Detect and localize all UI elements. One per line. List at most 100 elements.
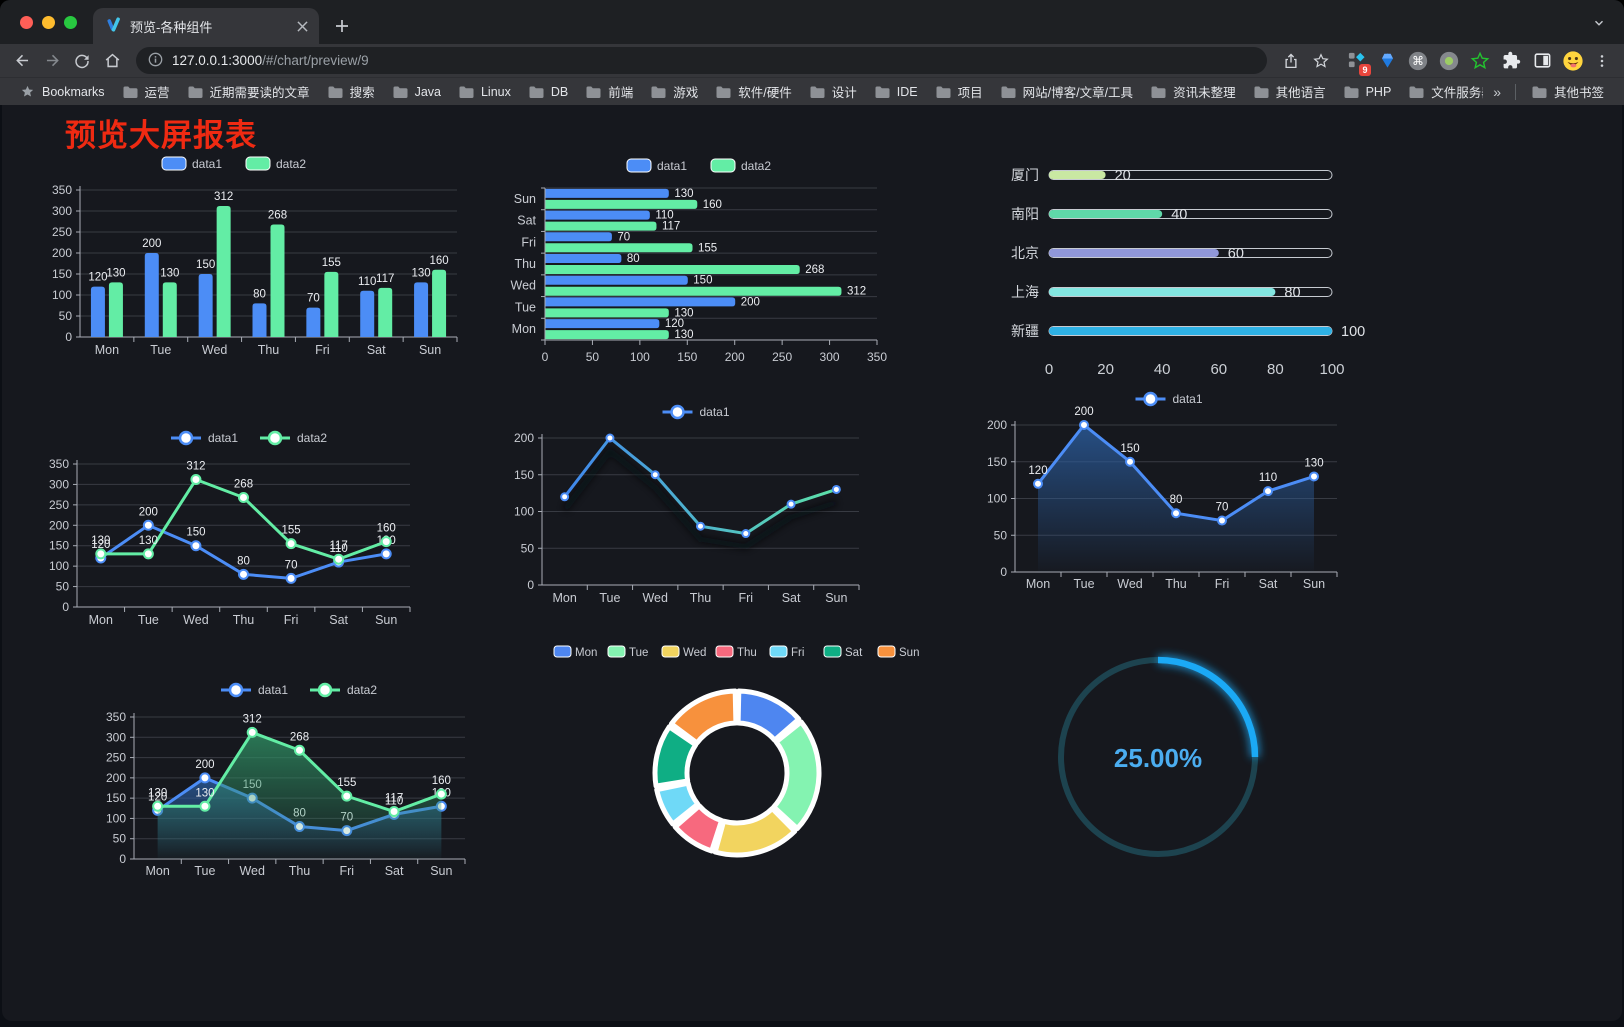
bookmark-folder[interactable]: 项目 [928, 79, 991, 104]
svg-text:350: 350 [867, 350, 887, 364]
bookmark-folder[interactable]: Java [385, 82, 449, 102]
svg-text:200: 200 [52, 246, 72, 260]
bookmark-folder[interactable]: 前端 [578, 79, 641, 104]
svg-text:130: 130 [1304, 457, 1323, 469]
share-button[interactable] [1277, 47, 1305, 75]
chart-line-two-series[interactable]: data1 data2 0 50 100 150 200 250 300 350 Mon Tue Wed… [42, 425, 467, 645]
svg-text:160: 160 [703, 199, 722, 211]
svg-text:150: 150 [1120, 443, 1139, 455]
green-star-extension-icon[interactable] [1467, 48, 1493, 74]
bookmark-folder[interactable]: 运营 [115, 79, 178, 104]
tab-strip: 预览-各种组件 [0, 0, 1624, 44]
chart-gauge[interactable]: 25.00% [1047, 646, 1269, 873]
svg-text:150: 150 [677, 350, 697, 364]
bookmark-folder-label: 资讯未整理 [1173, 86, 1236, 100]
window-zoom-button[interactable] [64, 15, 77, 29]
tab-search-chevron-icon[interactable] [1588, 12, 1610, 34]
bookmark-folder[interactable]: 软件/硬件 [708, 79, 799, 104]
emoji-avatar[interactable] [1560, 48, 1586, 74]
svg-text:Thu: Thu [737, 647, 757, 659]
folder-icon [393, 86, 408, 98]
svg-text:南阳: 南阳 [1011, 206, 1039, 222]
forward-button[interactable] [38, 47, 66, 75]
bookmark-folder[interactable]: PHP [1336, 82, 1400, 102]
new-tab-button[interactable] [327, 11, 357, 41]
svg-text:250: 250 [106, 751, 126, 765]
svg-text:Mon: Mon [95, 343, 119, 357]
gem-extension-icon[interactable] [1374, 48, 1400, 74]
home-button[interactable] [98, 47, 126, 75]
svg-text:120: 120 [91, 539, 110, 551]
svg-text:130: 130 [411, 267, 430, 279]
svg-text:Mon: Mon [145, 864, 169, 878]
folder-icon [1254, 86, 1269, 98]
svg-text:250: 250 [52, 225, 72, 239]
svg-text:150: 150 [987, 455, 1007, 469]
svg-text:Tue: Tue [599, 591, 620, 605]
browser-tab[interactable]: 预览-各种组件 [93, 8, 319, 44]
back-button[interactable] [8, 47, 36, 75]
svg-text:data1: data1 [1173, 392, 1203, 406]
svg-text:Sun: Sun [419, 343, 441, 357]
svg-text:50: 50 [521, 541, 535, 555]
svg-text:Fri: Fri [521, 235, 536, 249]
content-panel: 预览大屏报表 data1 data2 0 50 100 150 200 250 300 350 Mo… [2, 105, 1622, 1021]
bookmark-folder[interactable]: DB [521, 82, 576, 102]
site-info-icon[interactable] [148, 52, 163, 70]
bookmarks-overflow-button[interactable]: » [1493, 83, 1501, 100]
chart-donut[interactable]: Mon Tue Wed Thu Fri Sat Sun [542, 635, 932, 892]
svg-text:350: 350 [52, 183, 72, 197]
reader-extension-icon[interactable] [1529, 48, 1555, 74]
svg-text:300: 300 [820, 350, 840, 364]
chart-area-single[interactable]: data1 0 50 100 150 200 Mon Tue Wed Thu Fri Sat Sun 12… [982, 388, 1362, 608]
svg-text:117: 117 [385, 793, 403, 805]
command-extension-icon[interactable]: ⌘ [1405, 48, 1431, 74]
svg-text:Tue: Tue [194, 864, 215, 878]
bookmark-folder[interactable]: 网站/博客/文章/工具 [993, 79, 1141, 104]
bookmark-folder[interactable]: 游戏 [643, 79, 706, 104]
bookmark-folder-label: 设计 [831, 86, 857, 100]
bookmark-folder[interactable]: 设计 [802, 79, 865, 104]
extension-grid-icon[interactable]: 9 [1343, 48, 1371, 76]
bookmark-folder[interactable]: 文件服务器 [1401, 79, 1483, 104]
bookmark-folder[interactable]: 搜索 [320, 79, 383, 104]
chart-line-area-two[interactable]: data1 data2 0 50 100 150 200 250 300 350 Mon Tue Wed… [97, 678, 492, 898]
tab-close-icon[interactable] [293, 17, 311, 35]
browser-menu-icon[interactable] [1588, 47, 1616, 75]
bookmark-folder-label: PHP [1365, 84, 1392, 99]
bookmark-folder[interactable]: 其他语言 [1246, 79, 1334, 104]
other-bookmarks-folder[interactable]: 其他书签 [1524, 79, 1612, 104]
window-minimize-button[interactable] [42, 15, 55, 29]
svg-text:250: 250 [49, 498, 69, 512]
svg-text:data1: data1 [657, 159, 687, 173]
bookmark-star-icon[interactable] [1307, 47, 1335, 75]
bookmark-folder[interactable]: 资讯未整理 [1143, 79, 1244, 104]
svg-text:Mon: Mon [512, 322, 536, 336]
svg-text:200: 200 [1074, 406, 1093, 418]
chart-bar-horizontal[interactable]: data1 data2 0 50 100 150 200 250 300 350 Mon Tue Wed… [497, 150, 897, 375]
bookmarks-root[interactable]: Bookmarks [12, 81, 113, 102]
window-close-button[interactable] [20, 15, 33, 29]
chart-line-gradient[interactable]: data1 0 50 100 150 200 Mon Tue Wed Thu Fri Sat Sun [497, 398, 887, 618]
bookmark-folder[interactable]: 近期需要读的文章 [180, 79, 318, 104]
bookmark-folder[interactable]: Linux [451, 82, 519, 102]
extensions-puzzle-icon[interactable] [1498, 48, 1524, 74]
folder-icon [328, 86, 343, 98]
svg-text:130: 130 [674, 307, 693, 319]
chart-progress-bars[interactable]: 厦门 20 南阳 40 北京 60 上海 80 新疆 100 0 20 40 60 80 100 [987, 150, 1369, 400]
bookmark-folder[interactable]: IDE [867, 82, 926, 102]
chart-bar-vertical[interactable]: data1 data2 0 50 100 150 200 250 300 350 Mon Tue Wed… [42, 150, 467, 375]
svg-text:80: 80 [253, 288, 266, 300]
reload-button[interactable] [68, 47, 96, 75]
svg-text:100: 100 [630, 350, 650, 364]
folder-icon [529, 86, 544, 98]
address-bar[interactable]: 127.0.0.1:3000/#/chart/preview/9 [136, 47, 1267, 74]
svg-text:150: 150 [186, 527, 205, 539]
svg-text:117: 117 [329, 540, 347, 552]
bookmark-folder-label: 文件服务器 [1431, 86, 1483, 100]
svg-text:350: 350 [49, 457, 69, 471]
svg-text:117: 117 [376, 273, 394, 285]
svg-text:70: 70 [285, 559, 298, 571]
record-extension-icon[interactable] [1436, 48, 1462, 74]
